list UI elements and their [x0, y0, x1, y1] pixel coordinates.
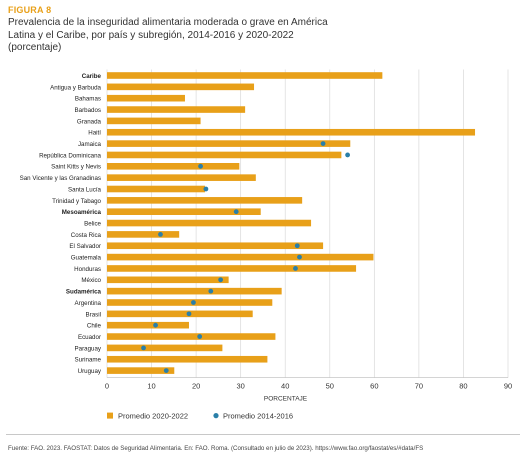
bar: [107, 321, 189, 329]
dot-2014-2016: [233, 209, 239, 215]
x-tick-label: 30: [236, 382, 244, 391]
x-tick-label: 50: [326, 382, 334, 391]
dot-2014-2016: [198, 163, 203, 169]
category-label: Belice: [84, 220, 101, 227]
bar: [107, 287, 282, 295]
legend-label-bar: Promedio 2020-2022: [118, 411, 188, 420]
category-label: Ecuador: [78, 334, 101, 341]
bar: [107, 333, 276, 340]
chart-title-line-2: Latina y el Caribe, por país y subregión…: [8, 29, 294, 41]
bar-chart: 0 10 20 30 40 50 60 70 80 90 PORCENTAJE Caribe Antig…: [20, 69, 512, 420]
legend-label-dot: Promedio 2014-2016: [223, 411, 293, 420]
category-label: Sudamérica: [66, 289, 102, 296]
bar: [107, 117, 201, 125]
bar: [107, 310, 253, 318]
bar: [107, 174, 256, 181]
bar: [107, 151, 342, 159]
chart-title: Prevalencia de la inseguridad alimentari…: [8, 17, 428, 55]
legend-swatch-bar: [107, 412, 113, 419]
x-tick-label: 0: [105, 382, 109, 391]
source-note: Fuente: FAO. 2023. FAOSTAT: Datos de Seg…: [8, 445, 424, 452]
bar: [107, 128, 476, 136]
chart-title-line-1: Prevalencia de la inseguridad alimentari…: [8, 17, 328, 28]
x-axis-label: PORCENTAJE: [264, 396, 308, 403]
divider: [6, 434, 520, 435]
category-label: Granada: [77, 118, 102, 125]
category-label: Argentina: [75, 300, 102, 307]
category-label: Haití: [88, 130, 101, 137]
dot-2014-2016: [297, 254, 302, 260]
category-label: Chile: [87, 323, 102, 330]
bar: [107, 140, 351, 147]
bar: [107, 208, 261, 215]
x-tick-label: 10: [147, 382, 155, 391]
x-tick-label: 40: [281, 382, 289, 391]
category-label: Saint Kitts y Nevis: [51, 164, 101, 171]
dot-2014-2016: [186, 311, 192, 317]
dot-2014-2016: [191, 300, 196, 305]
category-label: Bahamas: [75, 96, 101, 103]
dot-2014-2016: [294, 243, 300, 249]
dot-2014-2016: [345, 152, 350, 158]
x-tick-label: 20: [192, 382, 200, 391]
category-label: Paraguay: [75, 345, 102, 352]
bar: [107, 94, 185, 102]
bar: [107, 219, 312, 227]
bar: [107, 265, 357, 272]
dot-2014-2016: [153, 322, 158, 328]
bar: [107, 242, 324, 250]
category-label: Brasil: [86, 311, 101, 318]
x-tick-label: 90: [504, 382, 512, 391]
x-tick-label: 60: [370, 382, 378, 391]
category-label: El Salvador: [69, 243, 101, 250]
bar: [107, 299, 273, 306]
category-label: Guatemala: [71, 255, 102, 262]
bar: [107, 253, 374, 261]
category-label: Trinidad y Tabago: [52, 198, 101, 205]
legend-swatch-dot: [213, 413, 219, 419]
category-label: Honduras: [74, 266, 101, 273]
category-label: Suriname: [75, 357, 102, 364]
dot-2014-2016: [197, 334, 203, 339]
category-label: Antigua y Barbuda: [50, 84, 101, 91]
dot-2014-2016: [293, 266, 298, 271]
dot-2014-2016: [203, 186, 209, 192]
category-label: Barbados: [75, 107, 102, 114]
x-tick-label: 70: [415, 382, 423, 391]
dot-2014-2016: [163, 368, 169, 373]
category-label: San Vicente y las Granadinas: [20, 175, 101, 182]
bar: [107, 185, 206, 193]
bar: [107, 355, 268, 363]
figure-label: FIGURA 8: [8, 5, 52, 15]
category-label: Uruguay: [78, 368, 102, 375]
bar: [107, 72, 383, 79]
bar: [107, 231, 180, 238]
dot-2014-2016: [218, 277, 224, 283]
bar: [107, 367, 175, 374]
bar: [107, 83, 255, 91]
category-label: Caribe: [82, 73, 102, 80]
category-label: República Dominicana: [39, 152, 101, 159]
dot-2014-2016: [158, 232, 163, 237]
dot-2014-2016: [208, 288, 214, 294]
bar: [107, 344, 223, 352]
x-tick-label: 80: [459, 382, 467, 391]
bar: [107, 197, 303, 204]
category-label: Jamaica: [78, 141, 102, 148]
bar: [107, 106, 246, 113]
category-label: Mesoamérica: [62, 209, 102, 216]
dot-2014-2016: [320, 141, 326, 147]
category-label: México: [81, 277, 101, 284]
chart-title-line-3: (porcentaje): [8, 42, 62, 53]
category-label: Costa Rica: [71, 232, 102, 239]
bar: [107, 163, 240, 170]
bar: [107, 276, 229, 284]
dot-2014-2016: [141, 345, 146, 351]
category-label: Santa Lucía: [68, 186, 102, 193]
